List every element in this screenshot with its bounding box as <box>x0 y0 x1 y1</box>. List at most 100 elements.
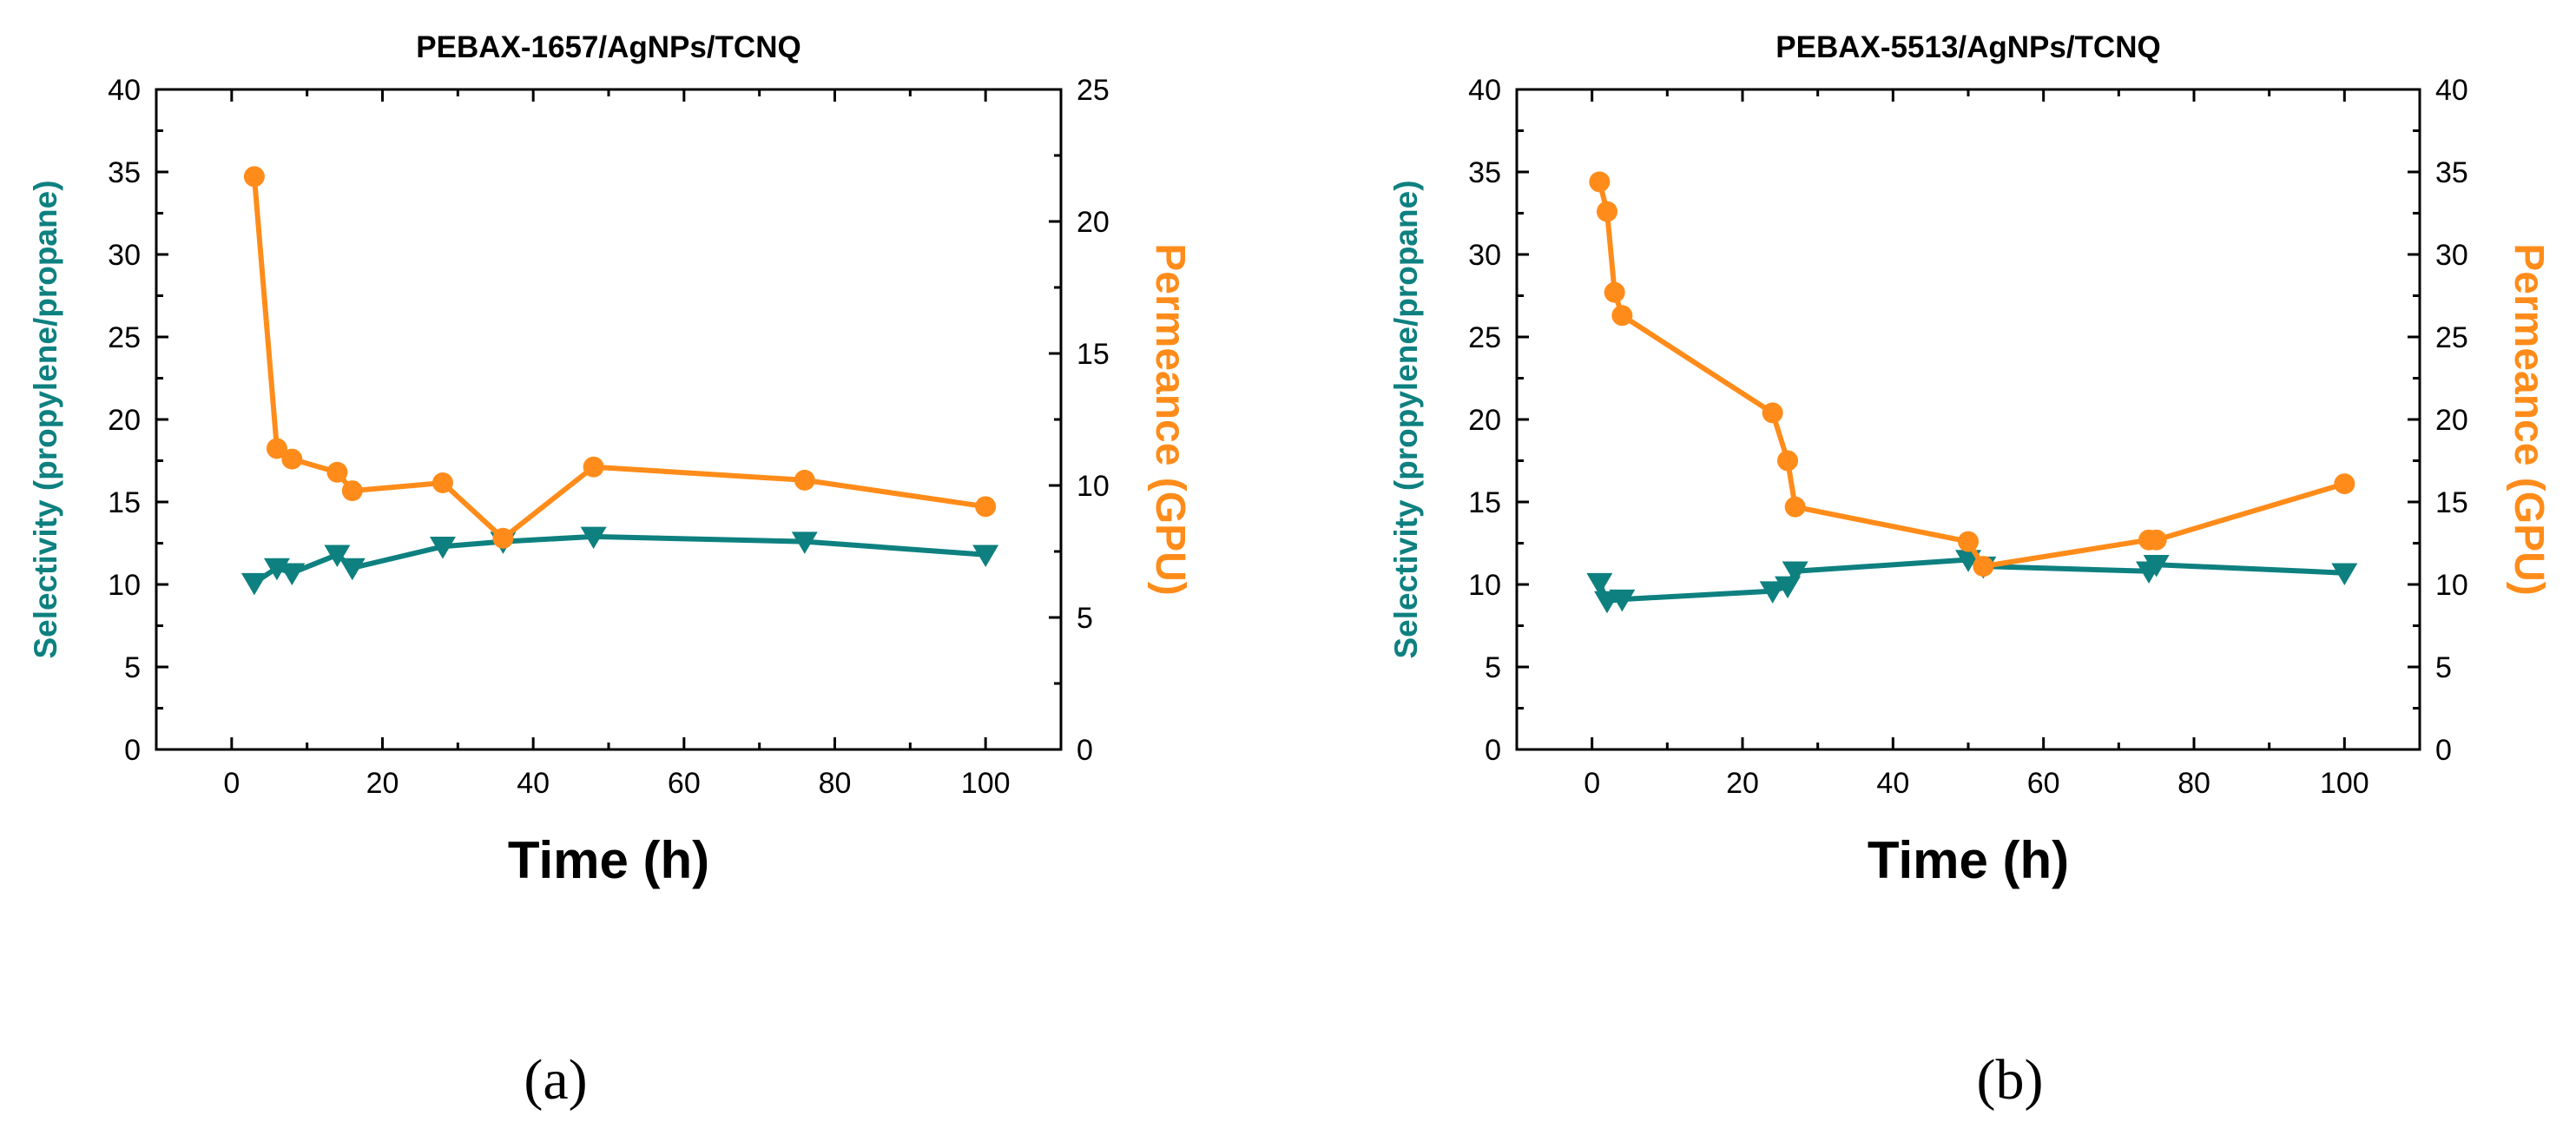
x-tick-label: 0 <box>1584 767 1600 800</box>
selectivity-point <box>2331 563 2358 585</box>
y-axis-label: Selectivity (propylene/propane) <box>28 180 63 658</box>
permeance-line <box>251 176 986 541</box>
permeance-point <box>975 496 997 518</box>
y-tick-label: 5 <box>124 651 141 684</box>
y2-tick-label: 15 <box>1077 338 1110 371</box>
x-tick-label: 40 <box>517 767 550 800</box>
selectivity-point <box>1586 572 1613 596</box>
y2-axis-label: Permeance (GPU) <box>1147 243 1193 596</box>
permeance-point <box>492 527 514 549</box>
y2-axis-label: Permeance (GPU) <box>2506 243 2552 596</box>
y2-tick-label: 30 <box>2435 239 2468 272</box>
y-tick-label: 10 <box>1468 569 1501 602</box>
selectivity-point <box>324 545 351 568</box>
y-axis-label: Selectivity (propylene/propane) <box>1388 180 1424 658</box>
selectivity-point <box>1782 561 1808 584</box>
permeance-point <box>1784 496 1806 518</box>
selectivity-series <box>240 526 999 596</box>
y2-tick-label: 0 <box>1077 734 1093 767</box>
y2-tick-label: 25 <box>2435 321 2468 354</box>
permeance-point <box>794 469 815 491</box>
y2-tick-label: 40 <box>2435 74 2468 107</box>
permeance-point <box>341 480 363 502</box>
selectivity-point <box>279 563 306 585</box>
permeance-point <box>281 448 303 470</box>
y2-tick-label: 20 <box>1077 206 1110 239</box>
x-tick-label: 100 <box>2320 767 2369 800</box>
x-tick-label: 80 <box>819 767 852 800</box>
y2-tick-label: 5 <box>2435 651 2452 684</box>
y2-tick-label: 35 <box>2435 156 2468 189</box>
y-tick-label: 35 <box>1468 156 1501 189</box>
y2-tick-label: 10 <box>2435 569 2468 602</box>
y2-tick-label: 0 <box>2435 734 2452 767</box>
permeance-point <box>2334 473 2355 495</box>
y-tick-label: 10 <box>108 569 141 602</box>
selectivity-point <box>240 572 267 596</box>
plot-frame <box>155 88 1063 751</box>
x-axis-label: Time (h) <box>508 831 709 889</box>
chart-title: PEBAX-5513/AgNPs/TCNQ <box>1776 30 2160 64</box>
permeance-point <box>2145 529 2167 551</box>
selectivity-series <box>1586 550 2358 614</box>
x-tick-label: 20 <box>1726 767 1759 800</box>
x-tick-label: 60 <box>2027 767 2060 800</box>
y-tick-label: 15 <box>108 486 141 519</box>
y-tick-label: 20 <box>1468 404 1501 437</box>
y-tick-label: 5 <box>1485 651 1501 684</box>
permeance-point <box>583 456 604 478</box>
permeance-point <box>1973 556 1994 578</box>
permeance-point <box>243 166 265 188</box>
x-tick-label: 60 <box>668 767 701 800</box>
selectivity-point <box>1609 589 1636 612</box>
selectivity-point <box>339 558 366 581</box>
permeance-point <box>1611 305 1633 327</box>
permeance-series <box>243 166 997 549</box>
panel-caption: (b) <box>1977 1048 2044 1112</box>
y-tick-label: 15 <box>1468 486 1501 519</box>
y-tick-label: 20 <box>108 404 141 437</box>
permeance-point <box>432 472 453 493</box>
x-axis-label: Time (h) <box>1868 831 2069 889</box>
selectivity-point <box>429 537 456 559</box>
y-tick-label: 30 <box>108 239 141 272</box>
plot-frame <box>1515 88 2421 751</box>
chart-panel-a: 0 20 40 60 80 100 0 5 10 15 20 25 30 35 40 0 5 10 15 20 25 PE… <box>28 30 1193 1112</box>
permeance-point <box>1777 450 1798 472</box>
selectivity-point <box>580 526 607 550</box>
permeance-point <box>1762 402 1783 424</box>
y-tick-label: 40 <box>1468 74 1501 107</box>
y-tick-label: 35 <box>108 156 141 189</box>
x-tick-label: 0 <box>223 767 240 800</box>
y2-tick-label: 15 <box>2435 486 2468 519</box>
y-tick-label: 25 <box>1468 321 1501 354</box>
permeance-point <box>1597 201 1617 222</box>
x-tick-label: 100 <box>961 767 1011 800</box>
permeance-point <box>326 461 348 483</box>
permeance-series <box>1589 171 2355 578</box>
y-tick-label: 0 <box>1485 734 1501 767</box>
x-tick-label: 80 <box>2177 767 2210 800</box>
y-tick-label: 25 <box>108 321 141 354</box>
permeance-point <box>1958 531 1979 552</box>
x-tick-label: 20 <box>366 767 399 800</box>
y-tick-label: 40 <box>108 74 141 107</box>
y2-tick-label: 25 <box>1077 74 1110 107</box>
permeance-point <box>1604 281 1625 303</box>
permeance-point <box>266 438 287 459</box>
permeance-line <box>1597 181 2346 570</box>
y2-tick-label: 20 <box>2435 404 2468 437</box>
x-tick-label: 40 <box>1876 767 1909 800</box>
selectivity-point <box>791 531 818 554</box>
selectivity-line <box>1597 557 2345 604</box>
selectivity-point <box>1759 581 1786 604</box>
y2-tick-label: 5 <box>1077 602 1093 635</box>
panel-caption: (a) <box>524 1048 587 1112</box>
selectivity-point <box>2143 554 2170 578</box>
y-tick-label: 0 <box>124 734 141 767</box>
selectivity-point <box>972 545 999 568</box>
chart-panel-b: 0 20 40 60 80 100 0 5 10 15 20 25 30 35 40 0 5 10 15 20 25 30… <box>1388 30 2552 1112</box>
permeance-point <box>1589 171 1611 193</box>
y-tick-label: 30 <box>1468 239 1501 272</box>
